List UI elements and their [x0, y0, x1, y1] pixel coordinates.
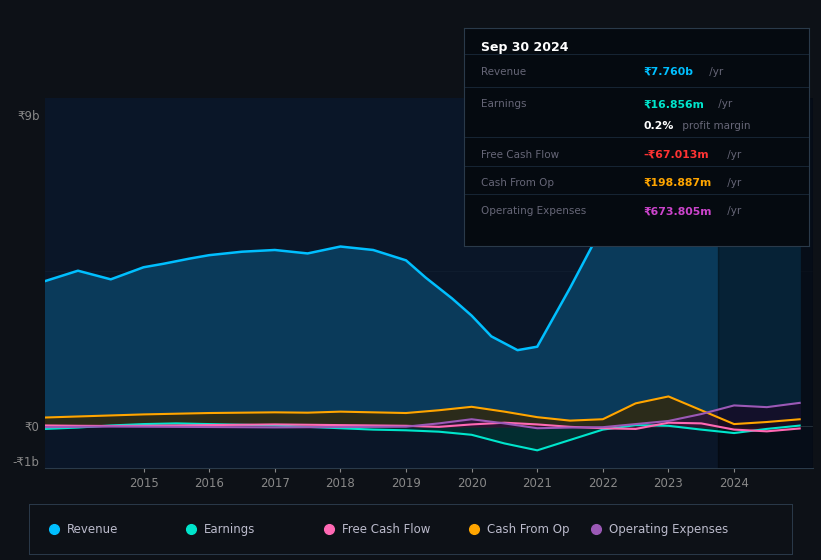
Text: /yr: /yr [724, 207, 741, 217]
Text: 0.2%: 0.2% [643, 122, 673, 131]
Text: ₹7.760b: ₹7.760b [643, 67, 693, 77]
Text: Earnings: Earnings [204, 522, 255, 536]
Text: -₹67.013m: -₹67.013m [643, 150, 709, 160]
Text: /yr: /yr [715, 100, 732, 109]
Text: Cash From Op: Cash From Op [487, 522, 569, 536]
Text: Free Cash Flow: Free Cash Flow [342, 522, 430, 536]
Text: Sep 30 2024: Sep 30 2024 [481, 41, 569, 54]
Text: Revenue: Revenue [481, 67, 526, 77]
Text: ₹198.887m: ₹198.887m [643, 178, 712, 188]
Text: Operating Expenses: Operating Expenses [481, 207, 586, 217]
Text: Cash From Op: Cash From Op [481, 178, 554, 188]
Bar [718, 98, 813, 468]
Text: /yr: /yr [724, 150, 741, 160]
Text: Operating Expenses: Operating Expenses [609, 522, 728, 536]
Text: Free Cash Flow: Free Cash Flow [481, 150, 559, 160]
Text: /yr: /yr [706, 67, 723, 77]
Text: profit margin: profit margin [679, 122, 750, 131]
Text: /yr: /yr [724, 178, 741, 188]
Text: ₹673.805m: ₹673.805m [643, 207, 712, 217]
Text: Earnings: Earnings [481, 100, 526, 109]
Text: Revenue: Revenue [67, 522, 118, 536]
Text: ₹16.856m: ₹16.856m [643, 100, 704, 109]
